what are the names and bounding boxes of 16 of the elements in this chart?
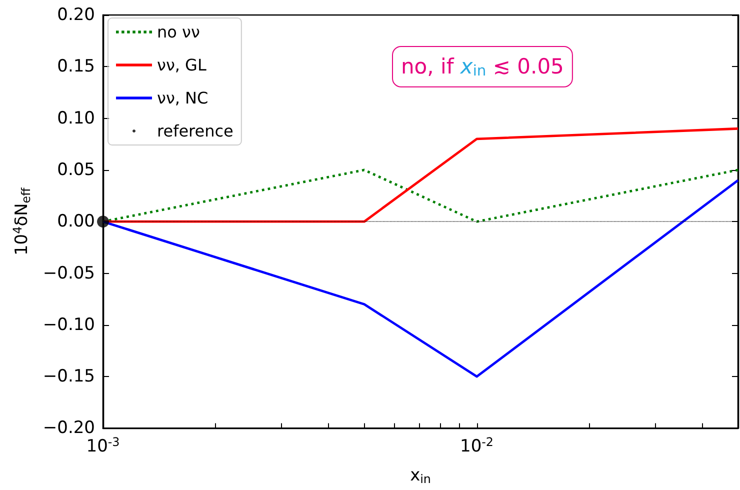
y-tick-label: 0.15 bbox=[57, 56, 95, 77]
y-tick-label: −0.20 bbox=[42, 418, 95, 438]
y-tick-label: −0.10 bbox=[42, 314, 95, 335]
legend-label: reference bbox=[157, 122, 234, 140]
y-tick-label: −0.15 bbox=[42, 366, 95, 387]
y-tick-label: 0.10 bbox=[57, 108, 95, 128]
y-tick-label: −0.05 bbox=[42, 263, 95, 284]
x-axis-title: xin bbox=[410, 466, 431, 486]
annotation: no, if xin ≲ 0.05 bbox=[401, 54, 564, 80]
y-tick-label: 0.20 bbox=[57, 5, 95, 25]
legend-label: no νν bbox=[157, 22, 200, 42]
legend-label: νν, GL bbox=[157, 56, 206, 74]
y-tick-label: 0.05 bbox=[57, 160, 95, 180]
y-tick-label: 0.00 bbox=[57, 212, 95, 232]
legend-label: νν, NC bbox=[157, 88, 208, 108]
y-axis-title: 104δNeff bbox=[10, 186, 34, 256]
